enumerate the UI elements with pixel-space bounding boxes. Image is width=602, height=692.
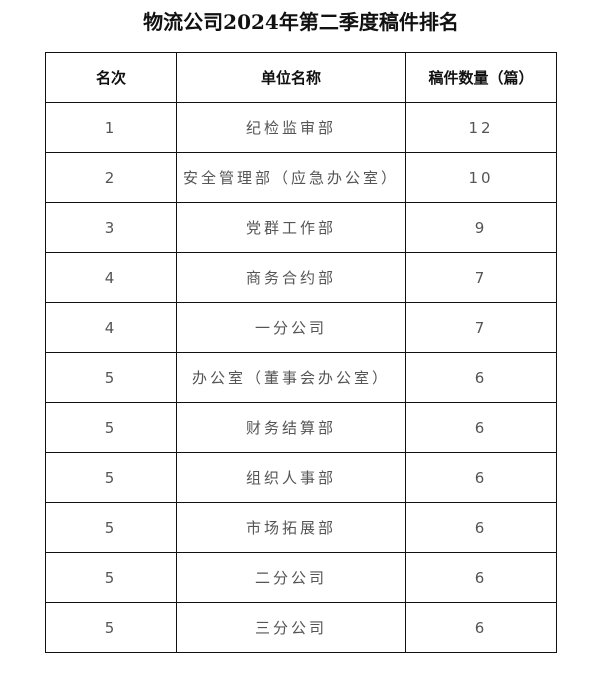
ranking-table: 名次 单位名称 稿件数量（篇） 1 纪检监审部 12 2 安全管理部（应急办公室） 10 3… xyxy=(45,52,557,653)
header-article-count: 稿件数量（篇） xyxy=(405,52,557,103)
table-body: 1 纪检监审部 12 2 安全管理部（应急办公室） 10 3 党群工作部 9 4 商务合约部 7 4 一分… xyxy=(45,102,557,653)
cell-unit-name: 组织人事部 xyxy=(176,452,406,503)
table-row: 4 商务合约部 7 xyxy=(45,252,557,303)
cell-article-count: 6 xyxy=(405,452,557,503)
table-row: 3 党群工作部 9 xyxy=(45,202,557,253)
cell-unit-name: 商务合约部 xyxy=(176,252,406,303)
cell-article-count: 10 xyxy=(405,152,557,203)
cell-unit-name: 三分公司 xyxy=(176,602,406,653)
table-row: 4 一分公司 7 xyxy=(45,302,557,353)
header-unit-name: 单位名称 xyxy=(176,52,406,103)
cell-unit-name: 市场拓展部 xyxy=(176,502,406,553)
table-row: 5 办公室（董事会办公室） 6 xyxy=(45,352,557,403)
table-row: 5 三分公司 6 xyxy=(45,602,557,653)
table-row: 1 纪检监审部 12 xyxy=(45,102,557,153)
cell-rank: 5 xyxy=(45,352,177,403)
cell-unit-name: 办公室（董事会办公室） xyxy=(176,352,406,403)
cell-unit-name: 财务结算部 xyxy=(176,402,406,453)
cell-article-count: 9 xyxy=(405,202,557,253)
cell-unit-name: 一分公司 xyxy=(176,302,406,353)
cell-article-count: 6 xyxy=(405,602,557,653)
table-row: 5 市场拓展部 6 xyxy=(45,502,557,553)
table-row: 5 财务结算部 6 xyxy=(45,402,557,453)
table-row: 2 安全管理部（应急办公室） 10 xyxy=(45,152,557,203)
cell-article-count: 6 xyxy=(405,552,557,603)
cell-rank: 4 xyxy=(45,302,177,353)
cell-rank: 3 xyxy=(45,202,177,253)
cell-unit-name: 党群工作部 xyxy=(176,202,406,253)
cell-rank: 4 xyxy=(45,252,177,303)
cell-rank: 5 xyxy=(45,552,177,603)
cell-rank: 2 xyxy=(45,152,177,203)
document-title: 物流公司2024年第二季度稿件排名 xyxy=(143,10,459,34)
header-rank: 名次 xyxy=(45,52,177,103)
cell-unit-name: 纪检监审部 xyxy=(176,102,406,153)
cell-rank: 5 xyxy=(45,602,177,653)
cell-unit-name: 安全管理部（应急办公室） xyxy=(176,152,406,203)
cell-rank: 1 xyxy=(45,102,177,153)
table-row: 5 二分公司 6 xyxy=(45,552,557,603)
cell-article-count: 12 xyxy=(405,102,557,153)
cell-rank: 5 xyxy=(45,502,177,553)
table-row: 5 组织人事部 6 xyxy=(45,452,557,503)
cell-unit-name: 二分公司 xyxy=(176,552,406,603)
cell-article-count: 7 xyxy=(405,252,557,303)
cell-article-count: 6 xyxy=(405,402,557,453)
cell-article-count: 7 xyxy=(405,302,557,353)
cell-article-count: 6 xyxy=(405,352,557,403)
table-header-row: 名次 单位名称 稿件数量（篇） xyxy=(45,52,557,103)
cell-rank: 5 xyxy=(45,452,177,503)
cell-rank: 5 xyxy=(45,402,177,453)
cell-article-count: 6 xyxy=(405,502,557,553)
